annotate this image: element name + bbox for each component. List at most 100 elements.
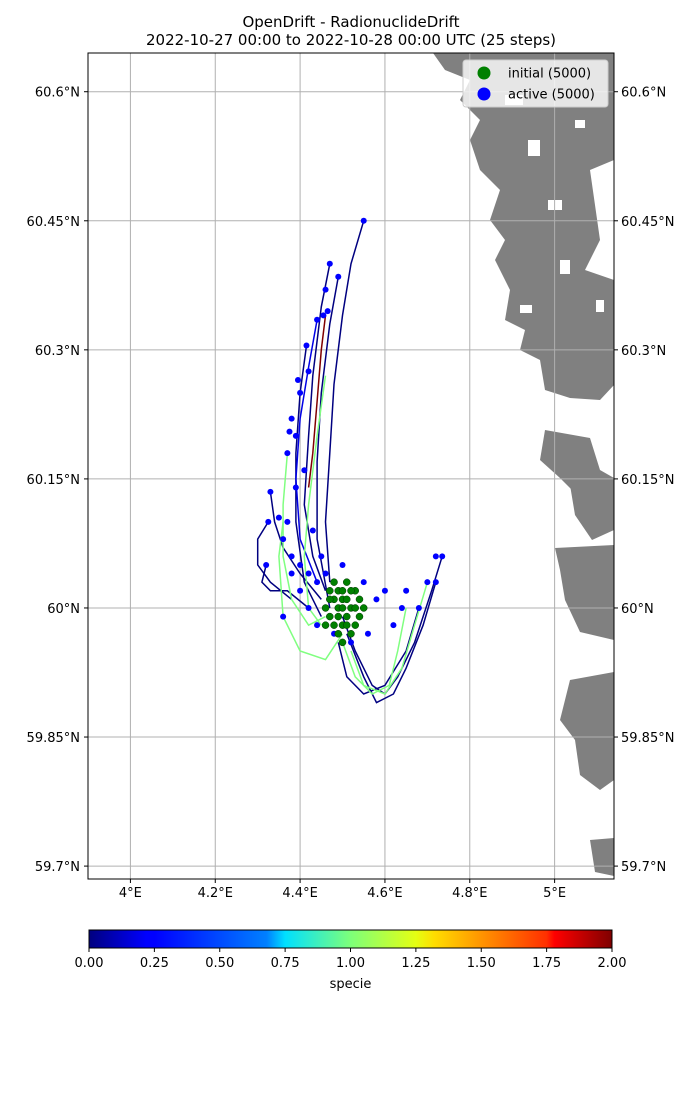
- land-patch: [555, 545, 614, 640]
- initial-point: [343, 621, 351, 629]
- active-point: [305, 570, 312, 577]
- chart-title-line2: 2022-10-27 00:00 to 2022-10-28 00:00 UTC…: [146, 31, 556, 49]
- land-gap: [596, 300, 604, 312]
- land-patch: [570, 482, 614, 540]
- y-tick-label-right: 60°N: [621, 602, 654, 617]
- active-point: [314, 316, 321, 323]
- colorbar-tick-label: 1.50: [467, 956, 496, 971]
- y-tick-label-left: 59.85°N: [27, 731, 80, 746]
- colorbar-tick-label: 2.00: [598, 956, 627, 971]
- y-tick-label-right: 59.85°N: [621, 731, 674, 746]
- active-point: [309, 527, 316, 534]
- land-gap: [520, 305, 532, 313]
- initial-point: [330, 621, 338, 629]
- land-gap: [560, 260, 570, 274]
- y-tick-label-left: 60.15°N: [27, 473, 80, 488]
- x-tick-label: 4.8°E: [452, 886, 487, 901]
- active-point: [364, 630, 371, 637]
- active-point: [263, 561, 270, 568]
- y-tick-label-left: 60°N: [47, 602, 80, 617]
- active-point: [288, 415, 295, 422]
- y-tick-label-left: 59.7°N: [35, 860, 80, 875]
- active-point: [305, 368, 312, 375]
- legend-box: [462, 59, 609, 108]
- active-point: [275, 514, 282, 521]
- active-point: [320, 312, 327, 319]
- legend-label-active: active (5000): [508, 88, 595, 103]
- initial-point: [351, 604, 359, 612]
- active-point: [314, 579, 321, 586]
- y-tick-label-left: 60.6°N: [35, 86, 80, 101]
- initial-point: [321, 604, 330, 612]
- active-point: [284, 518, 291, 525]
- active-point: [284, 450, 291, 457]
- x-tick-label: 4°E: [119, 886, 142, 901]
- active-point: [267, 488, 274, 495]
- colorbar-tick-label: 0.25: [140, 956, 169, 971]
- active-point: [360, 579, 367, 586]
- land-patch: [540, 430, 614, 498]
- x-tick-label: 4.6°E: [367, 886, 402, 901]
- initial-point: [338, 587, 347, 595]
- trajectory-lines: [256, 220, 443, 704]
- land-patch: [560, 672, 614, 790]
- initial-point: [321, 621, 330, 629]
- active-point: [297, 587, 304, 594]
- colorbar-tick-label: 0.75: [271, 956, 300, 971]
- trajectory-line: [316, 276, 340, 609]
- active-point: [303, 342, 310, 349]
- active-point: [415, 604, 422, 611]
- active-point: [288, 570, 295, 577]
- colorbar-label: specie: [330, 977, 372, 992]
- initial-point: [330, 578, 338, 586]
- active-point: [280, 536, 287, 543]
- y-tick-label-right: 60.15°N: [621, 473, 674, 488]
- initial-point: [334, 630, 343, 638]
- active-point: [326, 260, 333, 267]
- grid-lines: [88, 53, 614, 879]
- colorbar-tick-label: 1.25: [401, 956, 430, 971]
- initial-point: [326, 587, 334, 595]
- trajectory-line: [341, 607, 407, 695]
- initial-point: [343, 612, 351, 621]
- active-point: [297, 561, 304, 568]
- colorbar-tick-label: 1.00: [336, 956, 365, 971]
- colorbar: 0.00 0.25 0.50 0.75 1.00 1.25 1.50 1.75 2.00 spe…: [75, 929, 627, 992]
- initial-point: [338, 638, 347, 647]
- x-tick-label: 4.4°E: [282, 886, 317, 901]
- y-axis-ticks-left: 60.6°N 60.45°N 60.3°N 60.15°N 60°N 59.85°N 59.…: [27, 86, 88, 875]
- active-point: [439, 553, 446, 560]
- x-tick-label: 5°E: [543, 886, 566, 901]
- y-tick-label-right: 60.6°N: [621, 86, 666, 101]
- trajectory-line: [303, 263, 331, 592]
- active-point: [398, 604, 405, 611]
- initial-point: [347, 630, 355, 638]
- colorbar-tick-label: 0.50: [205, 956, 234, 971]
- trajectory-line: [307, 315, 327, 488]
- initial-point: [355, 612, 364, 621]
- active-point: [348, 639, 354, 646]
- trajectory-line: [346, 581, 437, 704]
- initial-point: [326, 595, 334, 604]
- active-point: [305, 604, 312, 611]
- legend-marker-initial: [477, 66, 491, 80]
- land-gap: [528, 140, 540, 156]
- trajectory-line: [295, 319, 318, 583]
- trajectory-line: [261, 564, 310, 609]
- initial-point: [326, 612, 334, 621]
- y-tick-label-right: 60.45°N: [621, 215, 674, 230]
- legend: initial (5000) active (5000): [462, 59, 609, 108]
- y-tick-label-right: 59.7°N: [621, 860, 666, 875]
- colorbar-ticks: 0.00 0.25 0.50 0.75 1.00 1.25 1.50 1.75 2.00: [75, 948, 627, 971]
- land-gap: [575, 120, 585, 128]
- active-point: [280, 613, 287, 620]
- active-point: [301, 467, 308, 474]
- x-axis-ticks: 4°E 4.2°E 4.4°E 4.6°E 4.8°E 5°E: [119, 879, 566, 901]
- particle-points: [263, 217, 446, 647]
- active-point: [390, 622, 397, 629]
- active-point: [297, 389, 304, 396]
- trajectory-line: [278, 521, 344, 661]
- active-point: [265, 518, 272, 525]
- trajectory-line: [350, 581, 429, 695]
- y-tick-label-left: 60.3°N: [35, 344, 80, 359]
